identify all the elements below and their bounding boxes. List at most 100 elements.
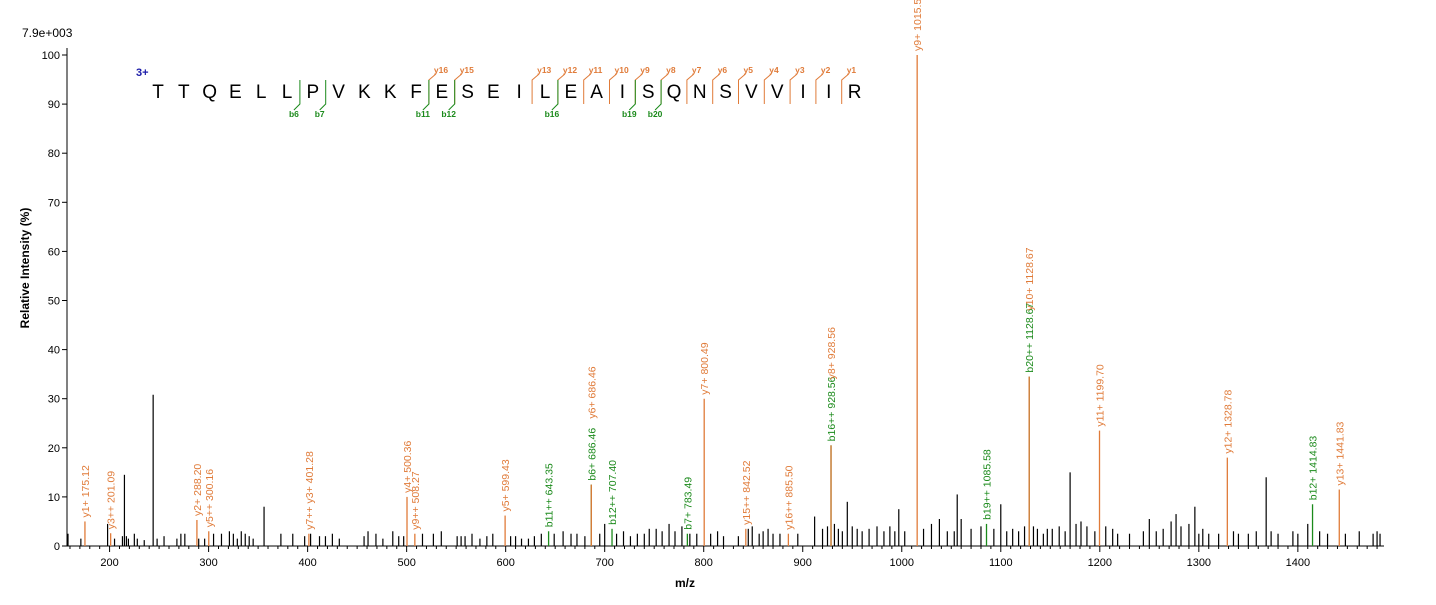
sequence-residue: E (229, 82, 242, 103)
b-ion-marker-label: b16 (545, 109, 560, 119)
sequence-residue: L (540, 82, 551, 103)
sequence-residue: L (256, 82, 267, 103)
y-ion-marker-label: y9 (640, 65, 650, 75)
y-ion-marker-label: y11 (589, 65, 603, 75)
y-ion-label: y7++ y3+ 401.28 (304, 451, 316, 530)
sequence-residue: K (358, 82, 371, 103)
y-ion-marker (531, 73, 540, 104)
sequence-residue: F (410, 82, 422, 103)
y-tick-label: 20 (48, 443, 60, 455)
sequence-residue: R (848, 82, 862, 103)
sequence-residue: P (306, 82, 319, 103)
y-ion-label: y10+ 1128.67 (1024, 247, 1036, 310)
sequence-residue: E (435, 82, 448, 103)
b-ion-marker (422, 80, 430, 111)
y-ion-label: y9+ 1015.56 (912, 0, 924, 51)
y-ion-marker-label: y3 (795, 65, 805, 75)
x-tick-label: 1200 (1088, 557, 1112, 569)
x-tick-label: 1100 (989, 557, 1013, 569)
b-ion-marker-label: b19 (622, 109, 637, 119)
sequence-residue: I (800, 82, 805, 103)
b-ion-marker (448, 80, 456, 111)
y-ion-label: y5++ 300.16 (204, 469, 216, 528)
x-tick-label: 200 (100, 557, 118, 569)
y-ion-label: y4+ 500.36 (402, 440, 414, 492)
y-tick-label: 60 (48, 246, 60, 258)
y-ion-marker-label: y4 (769, 65, 779, 75)
b-ion-marker-label: b7 (315, 109, 325, 119)
b-ion-label: b11++ 643.35 (544, 463, 556, 527)
sequence-residue: I (517, 82, 522, 103)
b-ion-label: b16++ 928.56 (826, 376, 838, 441)
y-ion-marker (583, 73, 592, 104)
y-ion-marker (841, 73, 850, 104)
sequence-residue: E (564, 82, 577, 103)
y-ion-label: y3++ 201.09 (106, 471, 118, 530)
y-ion-label: y11+ 1199.70 (1095, 364, 1107, 427)
y-tick-label: 100 (42, 50, 60, 62)
y-ion-marker (609, 73, 617, 104)
precursor-charge: 3+ (136, 67, 149, 79)
sequence-residue: I (620, 82, 625, 103)
x-tick-label: 400 (298, 557, 316, 569)
y-ion-label: y5+ 599.43 (500, 459, 512, 511)
y-ion-label: y13+ 1441.83 (1334, 421, 1346, 485)
sequence-residue: T (152, 82, 164, 103)
axes: 0 10 20 30 40 50 60 70 80 90 100 200 300 400 500 600 700… (42, 48, 1384, 569)
b-ion-marker (293, 80, 301, 111)
y-ion-marker-label: y10 (615, 65, 629, 75)
x-tick-label: 300 (199, 557, 217, 569)
y-ion-marker-label: y1 (847, 65, 857, 75)
y-ion-label: y12+ 1328.78 (1222, 390, 1234, 454)
y-ion-marker-label: y6 (718, 65, 728, 75)
y-tick-label: 30 (48, 394, 60, 406)
y-tick-label: 50 (48, 296, 60, 308)
y-tick-label: 90 (48, 99, 60, 111)
y-ion-marker-label: y7 (692, 65, 702, 75)
sequence-residue: K (384, 82, 397, 103)
x-tick-label: 900 (794, 557, 812, 569)
sequence-residue: I (826, 82, 831, 103)
sequence-residue: V (332, 82, 345, 103)
sequence-residue: A (590, 82, 603, 103)
sequence-residue: S (642, 82, 655, 103)
y-ion-label: y16++ 885.50 (783, 465, 795, 529)
y-ion-label: y6+ 686.46 (586, 366, 598, 418)
y-ion-label: y7+ 800.49 (699, 342, 711, 394)
y-ion-marker-label: y12 (563, 65, 577, 75)
sequence-residue: N (693, 82, 707, 103)
y-tick-label: 80 (48, 148, 60, 160)
y-ion-marker (789, 73, 798, 104)
b-ion-label: b7+ 783.49 (682, 477, 694, 530)
y-tick-label: 40 (48, 345, 60, 357)
b-ion-label: b19++ 1085.58 (982, 449, 994, 520)
sequence-residue: S (719, 82, 732, 103)
peak-annotations: y1+ 175.12 y3++ 201.09 y2+ 288.20 y5++ 300.… (80, 0, 1346, 530)
b-ion-marker-label: b12 (441, 109, 456, 119)
sequence-residue: V (771, 82, 784, 103)
y-ion-marker (738, 73, 746, 104)
y-ion-marker-label: y2 (821, 65, 831, 75)
y-ion-marker-label: y16 (434, 65, 448, 75)
y-tick-label: 0 (54, 541, 60, 553)
b-ion-marker-label: b20 (648, 109, 663, 119)
b-ion-marker (319, 80, 327, 111)
b-ion-marker (654, 80, 662, 111)
y-ion-marker (686, 73, 695, 104)
intensity-scale-label: 7.9e+003 (22, 26, 73, 40)
y-ion-label: y9++ 508.27 (410, 471, 422, 530)
peaks (67, 55, 1381, 546)
b-ion-marker-label: b6 (289, 109, 299, 119)
y-ion-marker (763, 73, 772, 104)
b-ion-label: b12++ 707.40 (607, 460, 619, 525)
y-ion-label: y8+ 928.56 (826, 327, 838, 379)
y-ion-marker-label: y5 (744, 65, 754, 75)
b-ion-label: b20++ 1128.67 (1024, 303, 1036, 373)
x-tick-label: 600 (496, 557, 514, 569)
y-ion-marker (712, 73, 721, 104)
sequence-residue: Q (667, 82, 682, 103)
sequence-residue: V (745, 82, 758, 103)
y-ion-label: y1+ 175.12 (80, 465, 92, 517)
y-tick-label: 10 (48, 492, 60, 504)
sequence-residue: Q (202, 82, 217, 103)
